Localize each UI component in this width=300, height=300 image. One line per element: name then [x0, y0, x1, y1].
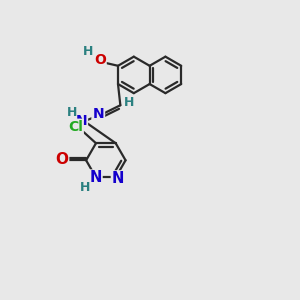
Text: N: N — [75, 114, 87, 128]
Text: H: H — [67, 106, 77, 119]
Text: N: N — [92, 107, 104, 121]
Text: Cl: Cl — [68, 120, 83, 134]
Text: H: H — [80, 181, 90, 194]
Text: N: N — [112, 171, 124, 186]
Text: H: H — [124, 96, 134, 110]
Text: O: O — [55, 152, 68, 166]
Text: H: H — [83, 45, 93, 58]
Text: N: N — [89, 170, 102, 185]
Text: O: O — [94, 53, 106, 67]
